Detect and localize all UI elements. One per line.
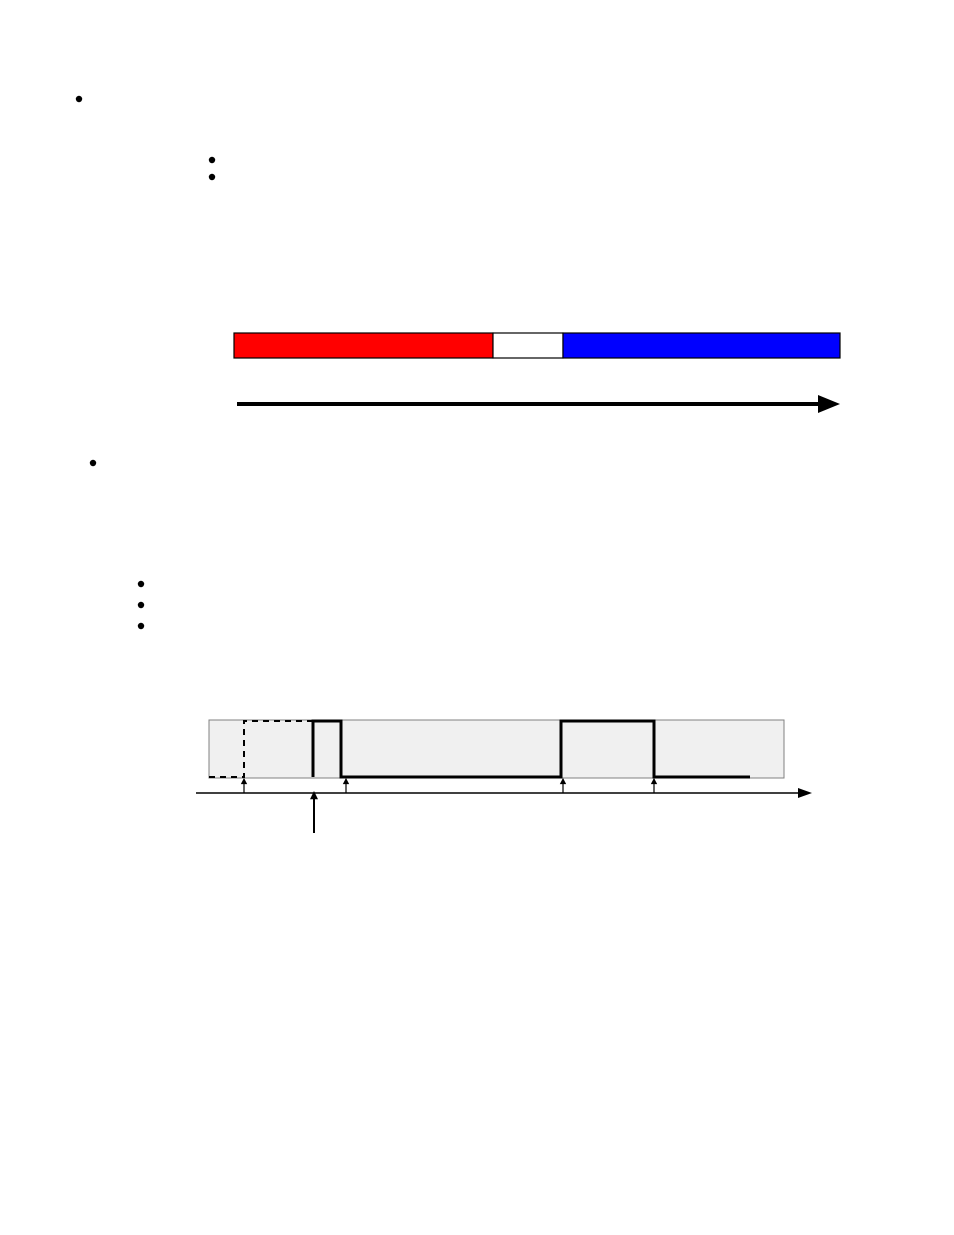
arrow-head	[818, 395, 840, 413]
stripe-segment-0	[234, 333, 493, 358]
event-marker-head	[560, 778, 566, 784]
stripe-segment-2	[563, 333, 840, 358]
wave-axis-head	[798, 788, 812, 798]
diagram-canvas	[0, 0, 954, 1235]
step-wave-diagram	[196, 720, 812, 833]
bullet-dot	[138, 602, 144, 608]
color-stripe	[234, 333, 840, 358]
page	[0, 0, 954, 1235]
bullet-dot	[138, 623, 144, 629]
wave-panel	[209, 720, 784, 778]
event-marker-head	[241, 778, 247, 784]
bullet-dot	[209, 157, 215, 163]
time-arrow-large	[237, 395, 840, 413]
bullet-dot	[209, 174, 215, 180]
bullet-dot	[138, 581, 144, 587]
event-marker-head	[651, 778, 657, 784]
event-marker-head	[343, 778, 349, 784]
bullet-group	[76, 96, 215, 629]
stripe-segment-1	[493, 333, 563, 358]
bullet-dot	[76, 96, 82, 102]
reference-marker-head	[310, 791, 318, 799]
bullet-dot	[90, 460, 96, 466]
